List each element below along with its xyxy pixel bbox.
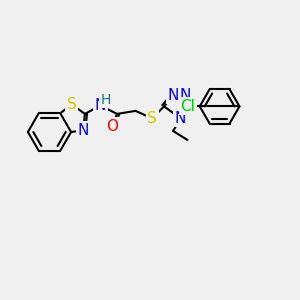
Text: N: N	[175, 111, 186, 126]
Text: N: N	[77, 123, 89, 138]
Text: N: N	[179, 88, 191, 103]
Text: N: N	[95, 98, 106, 113]
Text: O: O	[106, 119, 119, 134]
Text: S: S	[147, 111, 157, 126]
Text: Cl: Cl	[180, 99, 195, 114]
Text: S: S	[67, 97, 76, 112]
Text: H: H	[101, 93, 111, 107]
Text: N: N	[167, 88, 179, 103]
